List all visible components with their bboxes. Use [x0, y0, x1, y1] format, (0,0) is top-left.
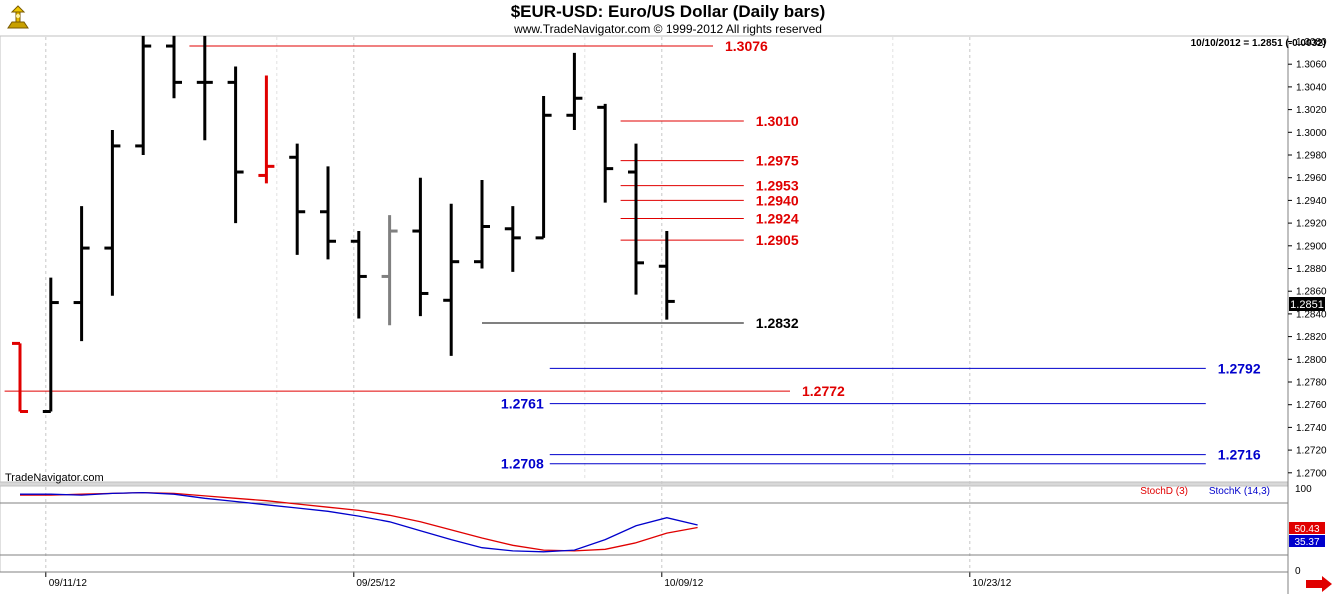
tradenavigator-logo-icon	[7, 5, 29, 29]
stochastic-panel-frame	[0, 485, 1289, 573]
level-label: 1.2792	[1218, 360, 1261, 376]
y-tick-label: 1.2700	[1296, 468, 1327, 479]
level-label: 1.2708	[501, 456, 544, 472]
y-tick-label: 1.3040	[1296, 82, 1327, 93]
last-info-label: 10/10/2012 = 1.2851 (-0.0032)	[1191, 38, 1326, 49]
stochk-legend: StochK (14,3)	[1209, 486, 1270, 497]
y-tick-label: 1.2920	[1296, 219, 1327, 230]
y-tick-label: 1.2880	[1296, 264, 1327, 275]
ohlc-bar	[73, 206, 90, 342]
y-tick-label: 1.2760	[1296, 400, 1327, 411]
price-bars	[12, 35, 675, 414]
x-tick-label: 09/11/12	[49, 578, 88, 589]
stoch-bottom-label: 0	[1295, 566, 1301, 577]
ohlc-bar	[104, 130, 121, 296]
stochk-value-badge	[1289, 535, 1325, 547]
ohlc-bar	[597, 103, 614, 203]
level-label: 1.2905	[756, 232, 799, 248]
level-label: 1.2975	[756, 153, 799, 169]
stochk-line	[20, 491, 698, 553]
level-label: 1.2832	[756, 315, 799, 331]
y-tick-label: 1.3000	[1296, 128, 1327, 139]
chart-title: $EUR-USD: Euro/US Dollar (Daily bars)	[510, 2, 826, 21]
ohlc-bar	[381, 215, 398, 326]
copyright-text: www.TradeNavigator.com © 1999-2012 All r…	[514, 22, 822, 36]
stochd-legend: StochD (3)	[1140, 486, 1188, 497]
y-tick-label: 1.2900	[1296, 241, 1327, 252]
x-tick-label: 09/25/12	[356, 578, 395, 589]
level-label: 1.3010	[756, 113, 799, 129]
ohlc-bar	[258, 75, 275, 184]
y-tick-label: 1.2940	[1296, 196, 1327, 207]
y-tick-label: 1.2960	[1296, 173, 1327, 184]
ohlc-bar	[166, 35, 182, 99]
ohlc-bar	[350, 231, 367, 319]
stochk-value-label: 35.37	[1294, 537, 1319, 548]
ohlc-bar	[135, 35, 152, 155]
stoch-top-label: 100	[1295, 484, 1312, 495]
ohlc-bar	[42, 277, 59, 414]
ohlc-bar	[227, 66, 244, 224]
price-panel-frame	[0, 35, 1289, 483]
level-label: 1.2716	[1218, 447, 1261, 463]
y-tick-label: 1.2820	[1296, 332, 1327, 343]
y-axis: 1.3080 1.3060 1.3040 1.3020 1.3000 1.2980 1.29…	[1288, 37, 1327, 479]
level-label: 1.2940	[756, 192, 799, 208]
stochd-value-badge	[1289, 522, 1325, 534]
scroll-right-arrow-icon[interactable]	[1306, 576, 1332, 592]
level-label: 1.2924	[756, 211, 799, 227]
grid	[45, 37, 971, 572]
y-tick-label: 1.2720	[1296, 446, 1327, 457]
y-tick-label: 1.2860	[1296, 287, 1327, 298]
x-tick-label: 10/09/12	[664, 578, 703, 589]
y-tick-label: 1.2740	[1296, 423, 1327, 434]
y-tick-label: 1.2780	[1296, 378, 1327, 389]
y-tick-label: 1.2840	[1296, 309, 1327, 320]
x-tick-label: 10/23/12	[972, 578, 1011, 589]
last-price-badge	[1289, 297, 1325, 311]
ohlc-bar	[658, 231, 675, 320]
y-tick-label: 1.3020	[1296, 105, 1327, 116]
ohlc-bar	[566, 52, 583, 131]
ohlc-bar	[289, 143, 306, 255]
y-tick-label: 1.3060	[1296, 60, 1327, 71]
ohlc-bar	[474, 179, 490, 269]
stochd-value-label: 50.43	[1294, 524, 1319, 535]
ohlc-bar	[535, 95, 552, 240]
y-tick-label: 1.2800	[1296, 355, 1327, 366]
ohlc-bar	[320, 166, 336, 260]
stochastic-indicator	[0, 491, 1288, 556]
watermark-label: TradeNavigator.com	[5, 472, 104, 484]
ohlc-bar	[412, 177, 429, 317]
x-axis: 09/11/12 09/25/12 10/09/12 10/23/12	[0, 571, 1288, 589]
last-price-label: 1.2851	[1290, 299, 1324, 311]
y-tick-label: 1.2980	[1296, 151, 1327, 162]
ohlc-bar	[196, 35, 213, 141]
ohlc-bar	[12, 341, 28, 414]
ohlc-bar	[443, 203, 460, 356]
ohlc-bar	[628, 143, 644, 295]
level-label: 1.2761	[501, 396, 544, 412]
level-label: 1.3076	[725, 38, 768, 54]
ohlc-bar	[504, 206, 521, 272]
level-label: 1.2953	[756, 178, 799, 194]
level-label: 1.2772	[802, 383, 845, 399]
y-tick-label: 1.3080	[1296, 37, 1327, 48]
